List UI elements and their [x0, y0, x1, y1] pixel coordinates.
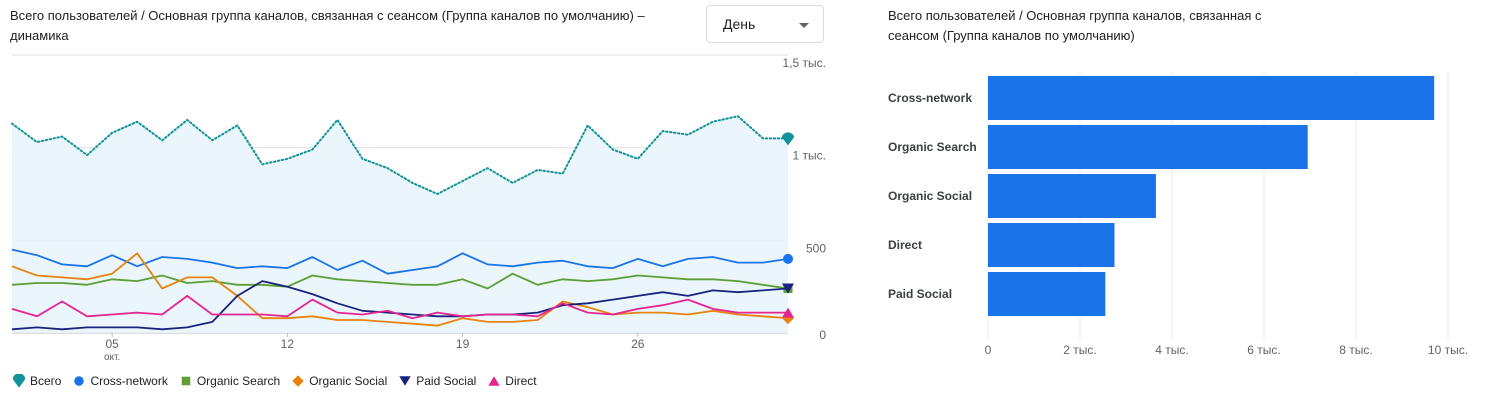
chevron-down-icon — [799, 23, 809, 28]
legend-label: Organic Search — [196, 374, 281, 388]
series-line-direct — [11, 294, 788, 320]
bar — [988, 76, 1435, 120]
legend-item[interactable]: Cross-network — [72, 374, 168, 388]
legend-marker — [292, 375, 304, 387]
legend-label: Paid Social — [416, 374, 477, 388]
legend-marker-icon — [74, 376, 85, 386]
bar — [988, 272, 1106, 316]
line-chart-legend: Всего Cross-network Organic Search Organic … — [12, 374, 548, 388]
bar — [988, 174, 1156, 218]
y-tick-label: 1 тыс. — [793, 149, 826, 163]
legend-item[interactable]: Всего — [12, 374, 61, 388]
series-line-paid-social — [11, 280, 789, 331]
series-end-marker-paid-social — [782, 283, 794, 294]
legend-item[interactable]: Organic Search — [179, 374, 280, 388]
period-select-value: День — [723, 16, 756, 32]
bar-chart: 0 2 тыс. 4 тыс. 6 тыс. 8 тыс. 10 тыс. Cross-ne… — [888, 72, 1468, 357]
x-tick-label: 12 — [281, 337, 295, 351]
category-label: Paid Social — [888, 287, 952, 301]
legend-marker-icon — [181, 376, 191, 386]
legend-label: Organic Social — [309, 374, 388, 388]
period-select[interactable]: День — [706, 5, 824, 43]
legend-marker — [74, 376, 85, 386]
x-tick-label: 05 — [105, 337, 119, 351]
series-area-всего — [12, 116, 788, 333]
y-tick-label: 0 — [819, 328, 826, 342]
bar-chart-title: Всего пользователей / Основная группа ка… — [888, 8, 1262, 43]
y-tick-label: 1,5 тыс. — [783, 56, 826, 70]
x-tick-label: 4 тыс. — [1155, 343, 1188, 357]
legend-marker — [488, 376, 500, 386]
category-label: Organic Search — [888, 140, 977, 154]
legend-item[interactable]: Paid Social — [398, 374, 476, 388]
series-end-marker-direct — [782, 307, 794, 318]
x-tick-label: 0 — [985, 343, 992, 357]
x-tick-label: 19 — [456, 337, 470, 351]
legend-marker — [13, 374, 25, 388]
category-label: Organic Social — [888, 189, 972, 203]
category-label: Cross-network — [888, 91, 972, 105]
series-end-marker-cross-network — [783, 253, 793, 264]
series-line-всего — [11, 115, 789, 195]
legend-item[interactable]: Direct — [487, 374, 537, 388]
x-tick-label: 2 тыс. — [1063, 343, 1096, 357]
legend-label: Всего — [30, 374, 62, 388]
bar — [988, 223, 1115, 267]
bar — [988, 125, 1308, 169]
line-chart-title: Всего пользователей / Основная группа ка… — [10, 8, 645, 43]
legend-marker-icon — [399, 376, 411, 386]
legend-marker-icon — [488, 376, 500, 386]
category-label: Direct — [888, 238, 922, 252]
legend-label: Cross-network — [90, 374, 168, 388]
x-tick-sublabel: окт. — [104, 352, 120, 363]
legend-item[interactable]: Organic Social — [291, 374, 387, 388]
x-tick-label: 26 — [631, 337, 645, 351]
x-tick-label: 8 тыс. — [1339, 343, 1372, 357]
series-line-organic-social — [11, 252, 789, 327]
y-tick-label: 500 — [806, 241, 826, 255]
legend-marker — [181, 376, 191, 386]
series-line-cross-network — [11, 248, 789, 275]
x-tick-label: 10 тыс. — [1428, 343, 1468, 357]
series-line-organic-search — [11, 272, 789, 290]
legend-label: Direct — [505, 374, 537, 388]
series-end-marker-всего — [782, 132, 794, 146]
x-tick-label: 6 тыс. — [1247, 343, 1280, 357]
legend-marker-icon — [292, 375, 304, 387]
legend-marker — [399, 376, 411, 386]
legend-marker-icon — [13, 374, 25, 388]
